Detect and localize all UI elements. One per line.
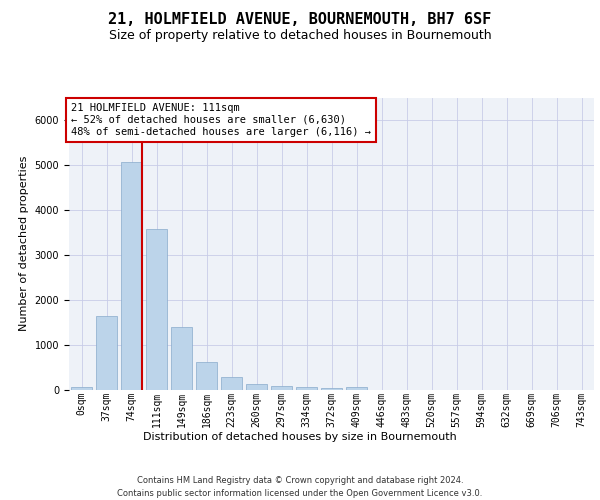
Text: Contains HM Land Registry data © Crown copyright and database right 2024.: Contains HM Land Registry data © Crown c… bbox=[137, 476, 463, 485]
Bar bbox=[271, 386, 292, 390]
Text: Distribution of detached houses by size in Bournemouth: Distribution of detached houses by size … bbox=[143, 432, 457, 442]
Bar bbox=[121, 162, 142, 390]
Text: Contains public sector information licensed under the Open Government Licence v3: Contains public sector information licen… bbox=[118, 489, 482, 498]
Bar bbox=[96, 316, 117, 390]
Bar bbox=[346, 386, 367, 390]
Bar bbox=[321, 388, 342, 390]
Bar bbox=[221, 377, 242, 390]
Text: 21, HOLMFIELD AVENUE, BOURNEMOUTH, BH7 6SF: 21, HOLMFIELD AVENUE, BOURNEMOUTH, BH7 6… bbox=[109, 12, 491, 28]
Text: 21 HOLMFIELD AVENUE: 111sqm
← 52% of detached houses are smaller (6,630)
48% of : 21 HOLMFIELD AVENUE: 111sqm ← 52% of det… bbox=[71, 104, 371, 136]
Bar bbox=[196, 362, 217, 390]
Bar bbox=[246, 384, 267, 390]
Bar bbox=[146, 229, 167, 390]
Y-axis label: Number of detached properties: Number of detached properties bbox=[19, 156, 29, 332]
Bar bbox=[296, 386, 317, 390]
Text: Size of property relative to detached houses in Bournemouth: Size of property relative to detached ho… bbox=[109, 29, 491, 42]
Bar bbox=[71, 386, 92, 390]
Bar bbox=[171, 327, 192, 390]
